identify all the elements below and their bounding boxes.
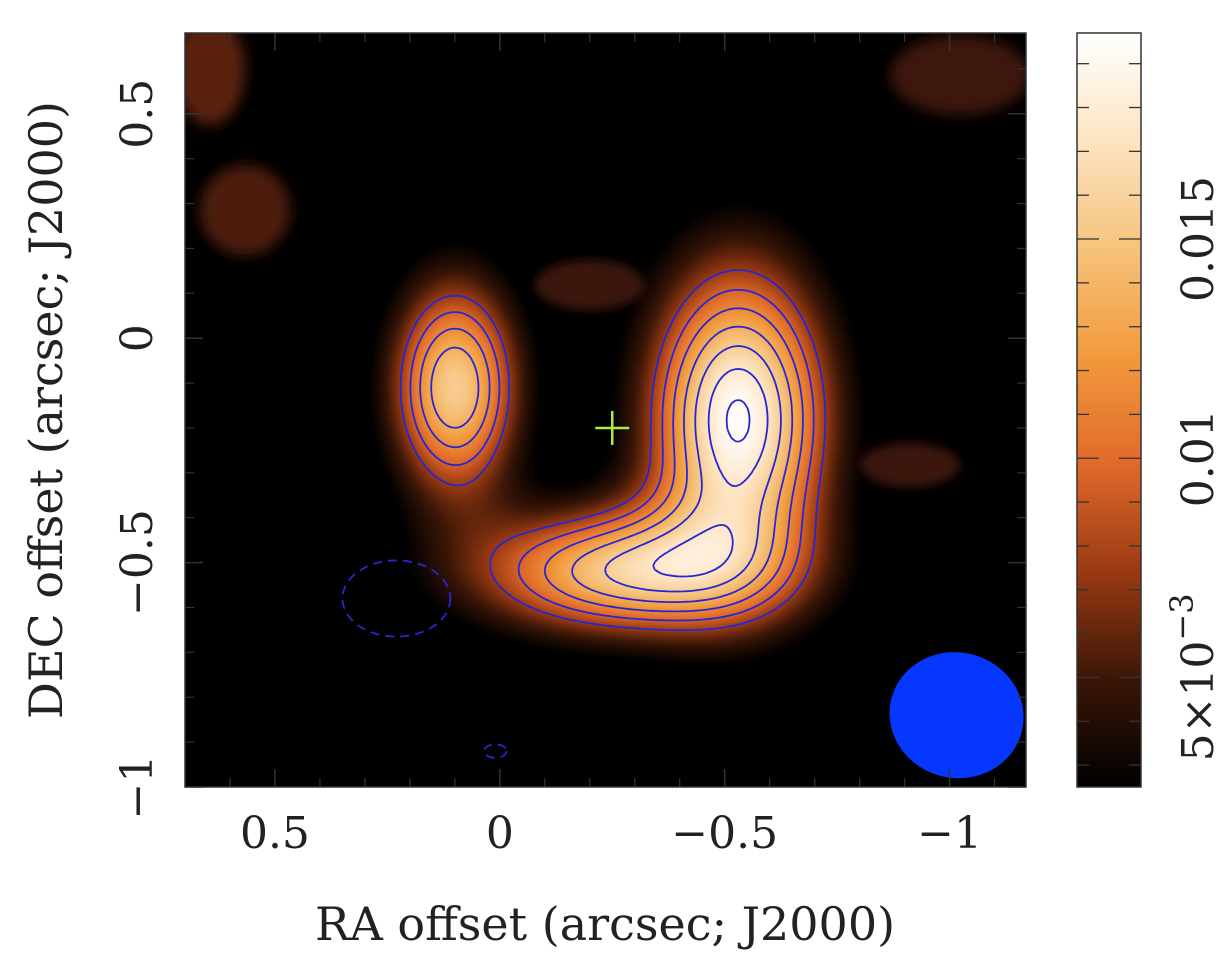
colorbar: 5×10−3 0.01 0.015 xyxy=(1076,32,1224,788)
y-axis: 0.5 0 −0.5 −1 xyxy=(112,68,1026,820)
center-marker xyxy=(595,410,630,445)
plot-frame xyxy=(184,32,1027,788)
beam xyxy=(889,652,1024,779)
faint-emission xyxy=(185,33,1026,487)
contour-level xyxy=(725,399,751,443)
negative-contour xyxy=(483,743,508,759)
y-tick-label: −0.5 xyxy=(112,509,163,616)
colorbar-tick-text: 5×10 xyxy=(1173,641,1224,762)
x-axis-label: RA offset (arcsec; J2000) xyxy=(315,897,895,951)
x-tick-label: 0.5 xyxy=(240,808,310,859)
negative-contours xyxy=(341,559,508,759)
colorbar-tick-label: 5×10−3 xyxy=(1163,593,1224,761)
beam-ellipse xyxy=(889,652,1024,779)
faint-patch xyxy=(185,33,245,125)
contour-level xyxy=(419,307,804,613)
contour-level xyxy=(652,368,769,578)
faint-patch xyxy=(535,260,645,310)
contours xyxy=(399,269,827,632)
y-axis-label: DEC offset (arcsec; J2000) xyxy=(19,101,73,719)
colorbar-gradient xyxy=(1076,32,1142,788)
colorbar-tick-label: 0.015 xyxy=(1173,176,1224,302)
x-tick-label: −1 xyxy=(917,808,982,859)
x-tick-label: 0 xyxy=(486,808,514,859)
negative-contour xyxy=(341,559,452,638)
intensity-map xyxy=(185,33,1026,787)
colorbar-tick-text: 0.01 xyxy=(1173,409,1224,507)
intensity-image xyxy=(185,33,1026,787)
contour-level xyxy=(409,288,815,622)
x-tick-label: −0.5 xyxy=(671,808,778,859)
contour-level xyxy=(399,269,827,632)
contour-level xyxy=(604,345,782,593)
y-tick-label: 0 xyxy=(112,324,163,352)
faint-patch xyxy=(890,35,1026,115)
colorbar-tick-text: 0.015 xyxy=(1173,176,1224,302)
colorbar-tick-label: 0.01 xyxy=(1173,409,1224,507)
faint-patch xyxy=(200,165,290,255)
x-axis: 0.5 0 −0.5 −1 xyxy=(229,33,996,859)
colorbar-tick-exponent: −3 xyxy=(1163,593,1201,640)
y-tick-label: 0.5 xyxy=(112,79,163,149)
faint-patch xyxy=(860,443,960,487)
contour-level xyxy=(430,325,794,603)
colorbar-ticks: 5×10−3 0.01 0.015 xyxy=(1077,63,1224,766)
y-tick-label: −1 xyxy=(112,755,163,820)
